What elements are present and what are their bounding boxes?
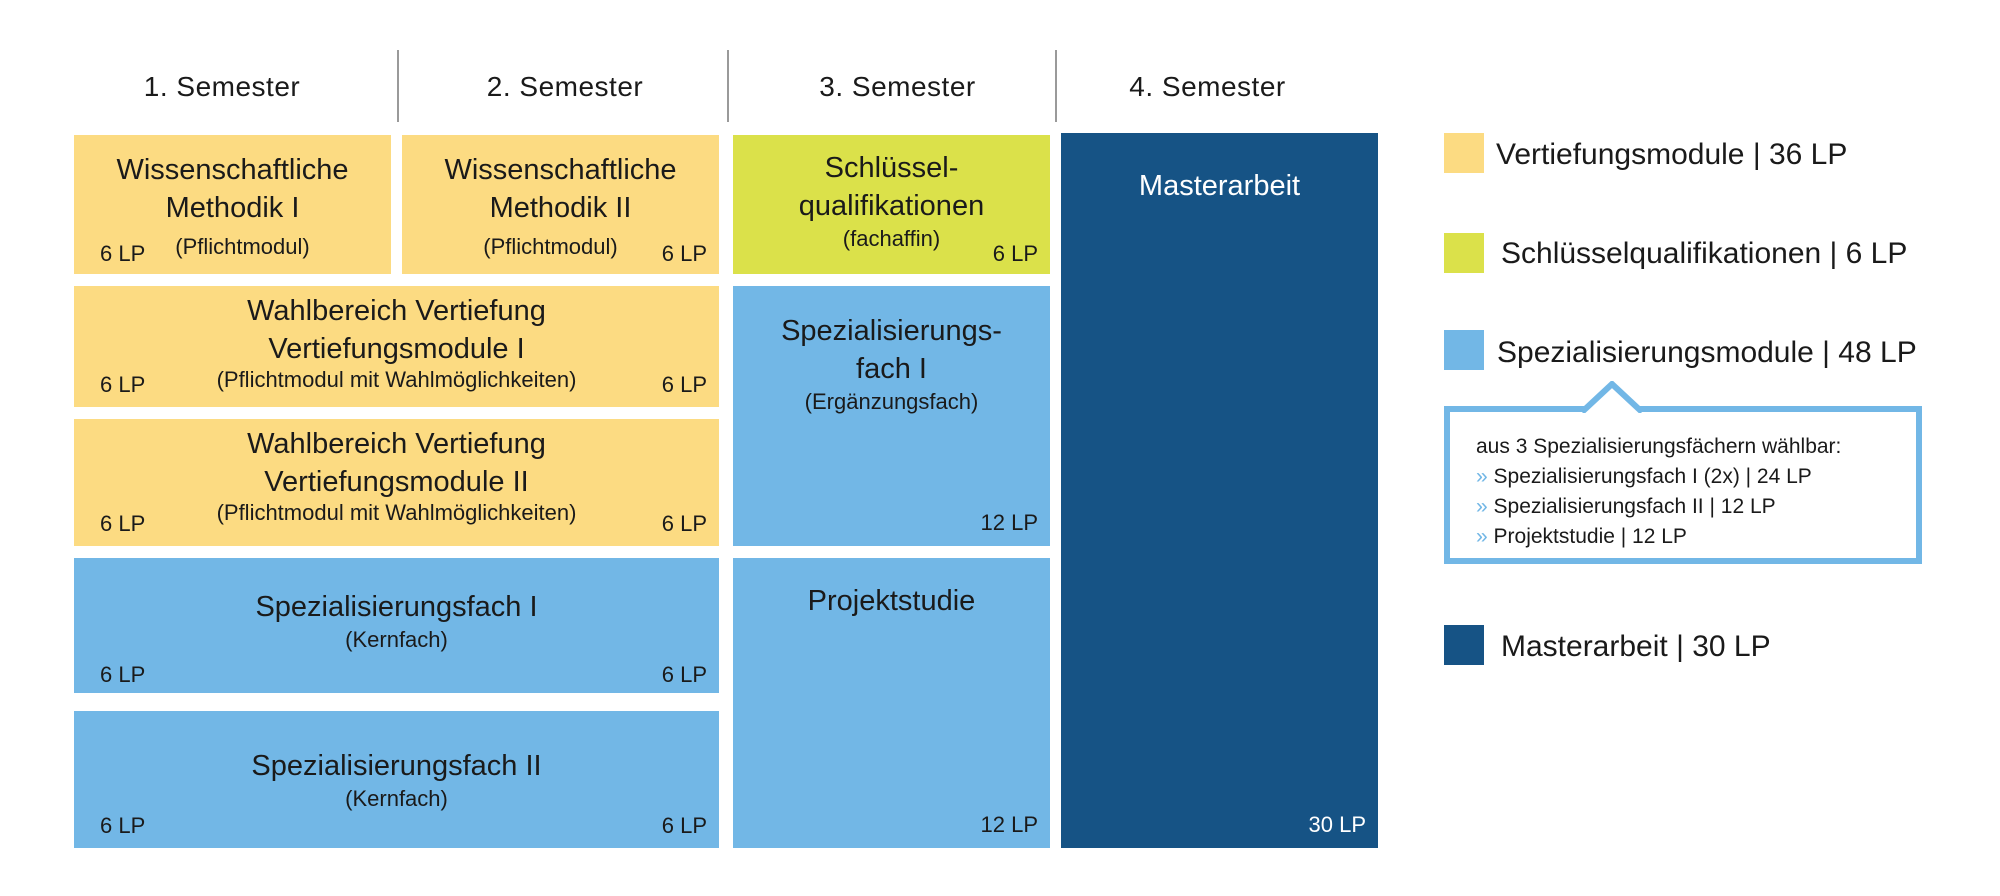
credit-points: 6 LP — [100, 511, 146, 536]
module-title: Spezialisierungs- — [781, 315, 1002, 347]
module-subtitle: (fachaffin) — [842, 226, 941, 251]
module-title: Projektstudie — [807, 585, 976, 617]
module-spezialisierungsfach-1-ergaenzungsfach: Spezialisierungs- fach I (Ergänzungsfach… — [733, 286, 1050, 546]
module-title: Spezialisierungsfach I — [255, 591, 538, 623]
legend-label-spezialisierungsmodule: Spezialisierungsmodule | 48 LP — [1497, 336, 1917, 369]
credit-points: 6 LP — [661, 241, 707, 266]
module-subtitle: (Pflichtmodul) — [483, 234, 618, 259]
module-title: Wahlbereich Vertiefung — [247, 428, 546, 460]
credit-points: 12 LP — [980, 510, 1039, 535]
credit-points: 6 LP — [661, 511, 707, 536]
callout-item-text: Spezialisierungsfach I (2x) | 24 LP — [1493, 465, 1812, 488]
module-title: Spezialisierungsfach II — [251, 750, 542, 782]
module-subtitle: (Pflichtmodul mit Wahlmöglichkeiten) — [216, 367, 577, 392]
module-title: Methodik I — [165, 192, 300, 224]
module-title: Masterarbeit — [1138, 170, 1301, 202]
module-title: Wahlbereich Vertiefung — [247, 295, 546, 327]
module-wahlbereich-vertiefung-2: Wahlbereich Vertiefung Vertiefungsmodule… — [74, 419, 719, 546]
module-wahlbereich-vertiefung-1: Wahlbereich Vertiefung Vertiefungsmodule… — [74, 286, 719, 407]
legend-label-schluesselqualifikationen: Schlüsselqualifikationen | 6 LP — [1501, 237, 1908, 270]
callout-item: » Spezialisierungsfach II | 12 LP — [1476, 492, 1776, 522]
semester-2-header: 2. Semester — [486, 71, 644, 102]
credit-points: 6 LP — [661, 372, 707, 397]
module-masterarbeit: Masterarbeit 30 LP — [1061, 133, 1378, 848]
semester-divider — [1055, 50, 1057, 122]
callout-item-text: Spezialisierungsfach II | 12 LP — [1493, 495, 1776, 518]
module-title: Wissenschaftliche — [116, 154, 349, 186]
legend-swatch-schluesselqualifikationen — [1444, 233, 1484, 273]
legend-label-vertiefungsmodule: Vertiefungsmodule | 36 LP — [1496, 138, 1848, 171]
semester-4-header: 4. Semester — [1129, 71, 1286, 102]
callout-item: » Projektstudie | 12 LP — [1476, 522, 1687, 552]
bullet-icon: » — [1476, 525, 1488, 548]
module-title: Vertiefungsmodule II — [264, 466, 529, 498]
callout-pointer — [1580, 381, 1644, 413]
credit-points: 6 LP — [100, 662, 146, 687]
legend-swatch-masterarbeit — [1444, 625, 1484, 665]
module-spezialisierungsfach-1-kernfach: Spezialisierungsfach I (Kernfach) 6 LP 6… — [74, 558, 719, 693]
semester-1-header: 1. Semester — [143, 71, 301, 102]
module-wissenschaftliche-methodik-1: Wissenschaftliche Methodik I (Pflichtmod… — [74, 135, 391, 274]
module-spezialisierungsfach-2-kernfach: Spezialisierungsfach II (Kernfach) 6 LP … — [74, 711, 719, 848]
module-title: Vertiefungsmodule I — [268, 333, 525, 365]
module-subtitle: (Pflichtmodul mit Wahlmöglichkeiten) — [216, 500, 577, 525]
callout-item: » Spezialisierungsfach I (2x) | 24 LP — [1476, 462, 1812, 492]
module-subtitle: (Pflichtmodul) — [175, 234, 310, 259]
legend-label-masterarbeit: Masterarbeit | 30 LP — [1501, 630, 1771, 663]
bullet-icon: » — [1476, 495, 1488, 518]
module-title: fach I — [856, 353, 927, 385]
module-projektstudie: Projektstudie 12 LP — [733, 558, 1050, 848]
module-title: qualifikationen — [798, 190, 985, 222]
semester-3-header: 3. Semester — [819, 71, 976, 102]
credit-points: 30 LP — [1308, 812, 1367, 837]
credit-points: 6 LP — [100, 372, 146, 397]
semester-divider — [397, 50, 399, 122]
credit-points: 6 LP — [661, 813, 707, 838]
module-wissenschaftliche-methodik-2: Wissenschaftliche Methodik II (Pflichtmo… — [402, 135, 719, 274]
module-title: Schlüssel- — [824, 152, 959, 184]
credit-points: 6 LP — [661, 662, 707, 687]
spezialisierung-callout: aus 3 Spezialisierungsfächern wählbar: »… — [1444, 406, 1922, 564]
legend-swatch-vertiefungsmodule — [1444, 133, 1484, 173]
callout-heading: aus 3 Spezialisierungsfächern wählbar: — [1476, 435, 1842, 458]
credit-points: 6 LP — [100, 813, 146, 838]
legend-swatch-spezialisierungsmodule — [1444, 330, 1484, 370]
module-subtitle: (Ergänzungsfach) — [804, 389, 979, 414]
credit-points: 6 LP — [100, 241, 146, 266]
bullet-icon: » — [1476, 465, 1488, 488]
credit-points: 6 LP — [992, 241, 1038, 266]
callout-item-text: Projektstudie | 12 LP — [1493, 525, 1687, 548]
module-schluesselqualifikationen: Schlüssel- qualifikationen (fachaffin) 6… — [733, 135, 1050, 274]
module-subtitle: (Kernfach) — [345, 786, 448, 811]
module-title: Methodik II — [489, 192, 632, 224]
module-subtitle: (Kernfach) — [345, 627, 448, 652]
semester-divider — [727, 50, 729, 122]
credit-points: 12 LP — [980, 812, 1039, 837]
module-title: Wissenschaftliche — [444, 154, 677, 186]
